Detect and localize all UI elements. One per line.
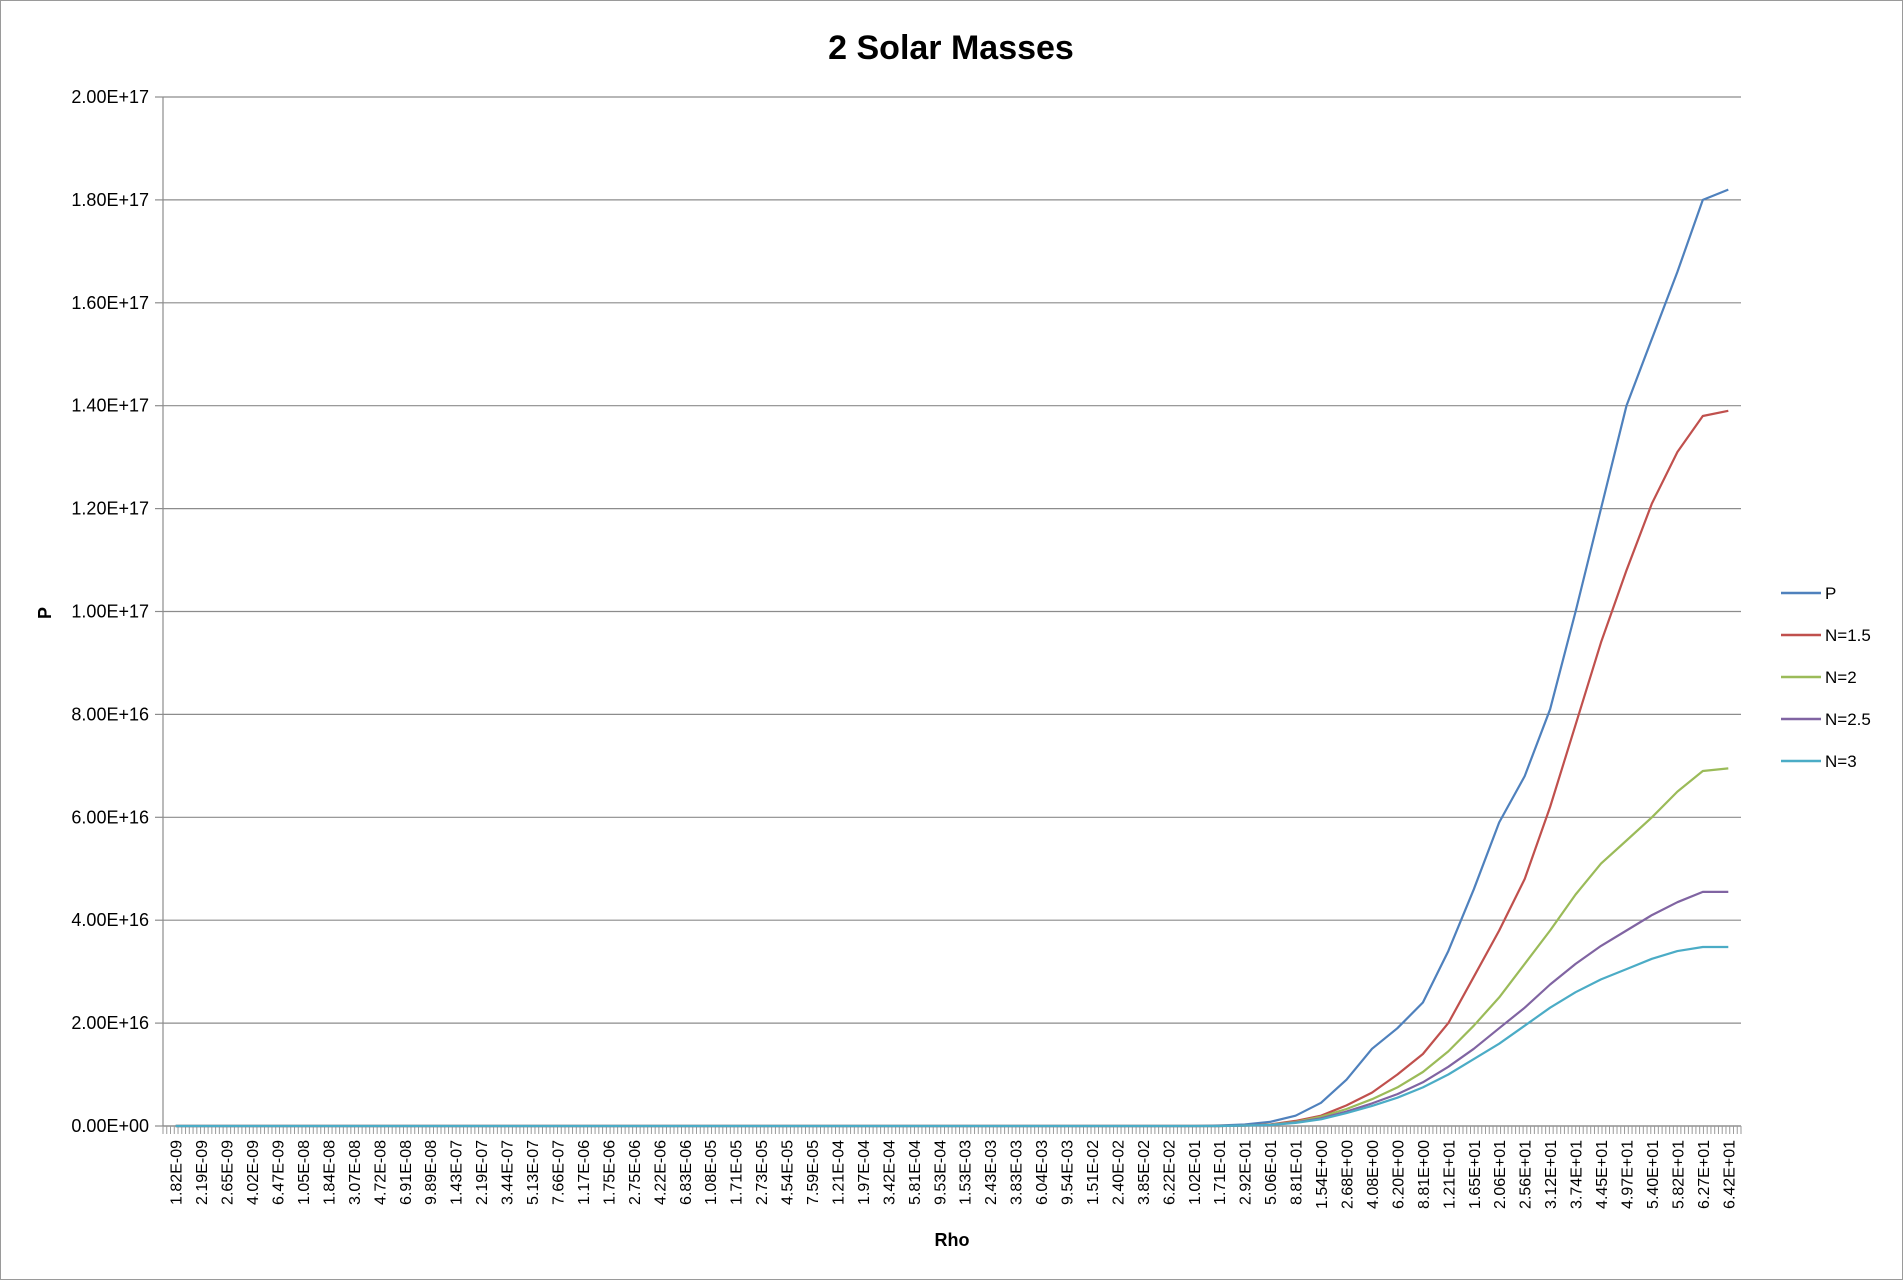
series-line-n-2 [175, 767, 1729, 1128]
x-tick-label: 2.19E-09 [194, 1140, 211, 1205]
x-tick-label: 9.53E-04 [932, 1140, 949, 1205]
x-tick-label: 2.75E-06 [627, 1140, 644, 1205]
legend-label: N=2 [1825, 668, 1857, 687]
legend-label: P [1825, 584, 1836, 603]
x-tick-label: 1.75E-06 [601, 1140, 618, 1205]
x-tick-label: 4.02E-09 [245, 1140, 262, 1205]
series-line-p [175, 188, 1729, 1128]
x-tick-label: 9.89E-08 [423, 1140, 440, 1205]
y-tick-label: 1.00E+17 [71, 602, 149, 622]
x-tick-label: 2.19E-07 [474, 1140, 491, 1205]
x-tick-label: 2.65E-09 [220, 1140, 237, 1205]
x-tick-label: 8.81E+00 [1416, 1140, 1433, 1209]
x-tick-label: 3.42E-04 [881, 1140, 898, 1205]
x-axis-label: Rho [935, 1230, 970, 1250]
x-tick-label: 4.22E-06 [652, 1140, 669, 1205]
x-tick-label: 3.83E-03 [1009, 1140, 1026, 1205]
x-tick-label: 6.27E+01 [1696, 1140, 1713, 1209]
x-tick-label: 8.81E-01 [1289, 1140, 1306, 1205]
x-tick-label: 1.05E-08 [296, 1140, 313, 1205]
y-tick-label: 1.60E+17 [71, 293, 149, 313]
series-line-n-1-5 [175, 409, 1729, 1128]
legend-label: N=3 [1825, 752, 1857, 771]
x-tick-label: 1.54E+00 [1314, 1140, 1331, 1209]
x-tick-label: 1.43E-07 [449, 1140, 466, 1205]
y-tick-label: 1.40E+17 [71, 396, 149, 416]
x-tick-label: 2.92E-01 [1238, 1140, 1255, 1205]
x-tick-label: 1.53E-03 [958, 1140, 975, 1205]
x-tick-label: 3.85E-02 [1136, 1140, 1153, 1205]
y-axis-label: P [35, 607, 55, 619]
x-tick-label: 4.08E+00 [1365, 1140, 1382, 1209]
x-tick-label: 6.04E-03 [1034, 1140, 1051, 1205]
y-tick-label: 6.00E+16 [71, 807, 149, 827]
x-tick-label: 6.83E-06 [678, 1140, 695, 1205]
x-tick-label: 6.42E+01 [1721, 1140, 1738, 1209]
series-line-n-2-5 [175, 890, 1729, 1128]
x-tick-label: 1.71E-01 [1212, 1140, 1229, 1205]
x-tick-label: 3.74E+01 [1569, 1140, 1586, 1209]
y-tick-label: 0.00E+00 [71, 1116, 149, 1136]
x-tick-label: 7.59E-05 [805, 1140, 822, 1205]
x-tick-label: 1.02E-01 [1187, 1140, 1204, 1205]
x-tick-label: 4.97E+01 [1619, 1140, 1636, 1209]
x-tick-label: 4.45E+01 [1594, 1140, 1611, 1209]
y-tick-label: 1.80E+17 [71, 190, 149, 210]
x-tick-label: 1.84E-08 [321, 1140, 338, 1205]
gridlines [155, 96, 1741, 1127]
y-tick-label: 2.00E+16 [71, 1013, 149, 1033]
x-tick-label: 6.91E-08 [398, 1140, 415, 1205]
x-tick-label: 1.17E-06 [576, 1140, 593, 1205]
x-tick-label: 5.81E-04 [907, 1140, 924, 1205]
legend-label: N=2.5 [1825, 710, 1871, 729]
x-tick-label: 3.07E-08 [347, 1140, 364, 1205]
x-tick-label: 6.22E-02 [1161, 1140, 1178, 1205]
x-tick-label: 2.68E+00 [1340, 1140, 1357, 1209]
x-tick-label: 1.65E+01 [1467, 1140, 1484, 1209]
chart-title: 2 Solar Masses [828, 29, 1074, 67]
y-tick-label: 4.00E+16 [71, 910, 149, 930]
x-tick-label: 3.12E+01 [1543, 1140, 1560, 1209]
x-tick-label: 3.44E-07 [500, 1140, 517, 1205]
x-tick-label: 1.21E-04 [830, 1140, 847, 1205]
x-tick-label: 4.54E-05 [780, 1140, 797, 1205]
y-tick-label: 8.00E+16 [71, 704, 149, 724]
y-axis-ticks: 0.00E+00 2.00E+16 4.00E+16 6.00E+16 8.00E+16… [71, 87, 149, 1136]
legend: P N=1.5 N=2 N=2.5 N=3 [1781, 584, 1871, 771]
x-tick-label: 2.40E-02 [1110, 1140, 1127, 1205]
x-tick-label: 2.43E-03 [983, 1140, 1000, 1205]
x-tick-label: 6.20E+00 [1390, 1140, 1407, 1209]
x-tick-label: 1.21E+01 [1441, 1140, 1458, 1209]
x-tick-label: 7.66E-07 [551, 1140, 568, 1205]
legend-label: N=1.5 [1825, 626, 1871, 645]
x-tick-label: 6.47E-09 [271, 1140, 288, 1205]
series-line-n-3 [175, 945, 1729, 1128]
x-tick-label: 5.06E-01 [1263, 1140, 1280, 1205]
x-tick-label: 2.56E+01 [1518, 1140, 1535, 1209]
x-tick-label: 9.54E-03 [1060, 1140, 1077, 1205]
x-axis [162, 97, 1742, 1134]
x-tick-label: 1.08E-05 [703, 1140, 720, 1205]
x-tick-label: 1.51E-02 [1085, 1140, 1102, 1205]
x-tick-label: 1.97E-04 [856, 1140, 873, 1205]
x-tick-label: 1.82E-09 [169, 1140, 186, 1205]
y-tick-label: 2.00E+17 [71, 87, 149, 107]
x-tick-band [162, 1126, 1742, 1134]
x-tick-label: 5.82E+01 [1670, 1140, 1687, 1209]
x-tick-label: 5.13E-07 [525, 1140, 542, 1205]
x-axis-ticks: 1.82E-09 2.19E-09 2.65E-09 4.02E-09 6.47E-09… [169, 1140, 1739, 1209]
x-tick-label: 5.40E+01 [1645, 1140, 1662, 1209]
x-tick-label: 2.73E-05 [754, 1140, 771, 1205]
x-tick-label: 4.72E-08 [372, 1140, 389, 1205]
y-tick-label: 1.20E+17 [71, 499, 149, 519]
series-lines [175, 188, 1729, 1128]
x-tick-label: 2.06E+01 [1492, 1140, 1509, 1209]
x-tick-label: 1.71E-05 [729, 1140, 746, 1205]
